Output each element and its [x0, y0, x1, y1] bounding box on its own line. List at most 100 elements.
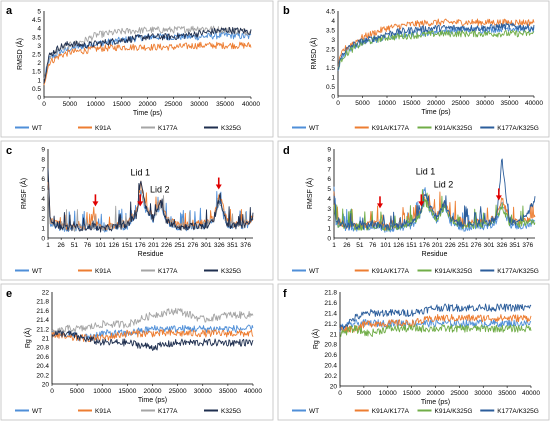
series-line-wt [337, 25, 535, 69]
y-tick-label: 2 [331, 56, 335, 63]
legend-label: K91A [95, 268, 112, 275]
x-tick-label: 15000 [403, 390, 421, 397]
y-tick-label: 20 [330, 384, 338, 391]
y-tick-label: 20.4 [324, 363, 337, 370]
y-tick-label: 0 [331, 94, 335, 101]
panel-e: e 20 20.2 20.4 20.6 20.8 21 21.2 21.4 21.6 21.8 22 0… [0, 283, 274, 421]
legend-label: WT [309, 268, 319, 275]
legend-label: WT [309, 125, 319, 132]
y-tick-label: 21.8 [36, 299, 49, 306]
x-tick-label: 76 [84, 242, 92, 249]
y-tick-label: 1 [331, 75, 335, 82]
legend-label: K325G [221, 268, 241, 275]
x-axis-label: Residue [422, 251, 448, 258]
x-tick-label: 35000 [500, 100, 518, 107]
y-tick-label: 0.5 [326, 84, 335, 91]
y-axis-label: RMSF (Å) [19, 178, 28, 209]
x-tick-label: 40000 [244, 388, 262, 395]
legend-label: K325G [221, 408, 241, 415]
series-line-k91a-k177a [333, 191, 536, 231]
y-tick-label: 4 [41, 196, 45, 203]
panel-label: c [6, 145, 12, 157]
y-tick-label: 2 [37, 60, 41, 67]
x-tick-label: 276 [471, 242, 482, 249]
panel-border [277, 283, 550, 421]
x-tick-label: 0 [42, 101, 46, 108]
y-tick-label: 8 [327, 156, 331, 163]
x-tick-label: 326 [214, 242, 225, 249]
y-tick-label: 6 [41, 176, 45, 183]
y-tick-label: 4.5 [32, 17, 41, 24]
x-axis-label: Time (ps) [133, 110, 162, 117]
x-tick-label: 351 [227, 242, 238, 249]
y-tick-label: 3.5 [326, 27, 335, 34]
x-tick-label: 51 [356, 242, 364, 249]
x-tick-label: 376 [240, 242, 251, 249]
x-tick-label: 5000 [357, 390, 372, 397]
y-tick-label: 20.8 [324, 342, 337, 349]
x-tick-label: 25000 [451, 100, 469, 107]
x-tick-label: 101 [95, 242, 106, 249]
x-tick-label: 226 [445, 242, 456, 249]
series-line-k91a-k325g [333, 189, 536, 232]
series-line-k91a [43, 41, 252, 86]
y-tick-label: 7 [327, 166, 331, 173]
y-tick-label: 2 [41, 216, 45, 223]
x-tick-label: 25000 [169, 388, 187, 395]
x-tick-label: 20000 [138, 101, 156, 108]
x-axis-label: Residue [138, 251, 164, 258]
arrow-marker [215, 184, 222, 190]
y-tick-label: 5 [41, 186, 45, 193]
y-tick-label: 1.5 [32, 69, 41, 76]
y-tick-label: 4 [331, 18, 335, 25]
legend-label: WT [32, 408, 42, 415]
arrow-marker [495, 195, 502, 201]
y-tick-label: 4 [37, 26, 41, 33]
x-tick-label: 10000 [93, 388, 111, 395]
x-tick-label: 25000 [164, 101, 182, 108]
y-tick-label: 21 [330, 331, 338, 338]
legend-label: K91A/K325G [435, 408, 473, 415]
annotation-label: Lid 2 [434, 180, 454, 190]
y-tick-label: 5 [37, 9, 41, 16]
x-tick-label: 15000 [113, 101, 131, 108]
x-tick-label: 30000 [194, 388, 212, 395]
panel-a: a 0 0.5 11.5 22.5 3 3.54 4.55 0 5000 10000 15000 200… [0, 0, 274, 138]
panel-label: b [283, 5, 290, 17]
arrow-marker [418, 201, 425, 207]
x-axis-label: Time (ps) [421, 109, 450, 116]
x-tick-label: 151 [122, 242, 133, 249]
x-tick-label: 0 [338, 390, 342, 397]
x-tick-label: 5000 [355, 100, 370, 107]
x-tick-label: 376 [522, 242, 533, 249]
panel-border [0, 283, 274, 421]
y-tick-label: 3 [37, 43, 41, 50]
x-tick-label: 76 [369, 242, 377, 249]
panel-f: f 20 20.2 20.4 20.6 20.8 21 21.2 21.4 21.6 21.8 0 50… [277, 283, 550, 421]
x-tick-label: 30000 [476, 100, 494, 107]
y-tick-label: 1 [327, 226, 331, 233]
series-line-k177a-k325g [333, 158, 536, 231]
y-tick-label: 3 [41, 206, 45, 213]
x-tick-label: 40000 [522, 390, 540, 397]
y-tick-label: 3 [327, 206, 331, 213]
x-tick-label: 176 [419, 242, 430, 249]
y-tick-label: 20 [42, 382, 50, 389]
y-tick-label: 20.2 [36, 372, 49, 379]
x-tick-label: 326 [497, 242, 508, 249]
legend-label: K91A [95, 408, 112, 415]
y-tick-label: 3.5 [32, 34, 41, 41]
series-line-k91a-k325g [337, 29, 535, 70]
y-tick-label: 7 [41, 166, 45, 173]
x-tick-label: 201 [432, 242, 443, 249]
x-tick-label: 176 [135, 242, 146, 249]
x-tick-label: 15000 [402, 100, 420, 107]
y-tick-label: 2.5 [32, 52, 41, 59]
legend-label: K177A [158, 268, 178, 275]
series-line-k177a [51, 307, 254, 335]
y-axis-label: RMSD (Å) [309, 38, 318, 70]
x-tick-label: 35000 [216, 101, 234, 108]
